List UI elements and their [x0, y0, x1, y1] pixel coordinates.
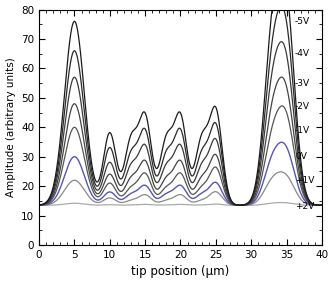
X-axis label: tip position (μm): tip position (μm)	[131, 266, 229, 278]
Text: -3V: -3V	[295, 79, 310, 88]
Text: +1V: +1V	[295, 176, 314, 185]
Text: +2V: +2V	[295, 202, 314, 211]
Text: -1V: -1V	[295, 126, 310, 135]
Text: -2V: -2V	[295, 102, 310, 111]
Text: -4V: -4V	[295, 49, 310, 58]
Y-axis label: Amplitude (arbitrary units): Amplitude (arbitrary units)	[6, 57, 16, 197]
Text: 0V: 0V	[295, 152, 307, 161]
Text: -5V: -5V	[295, 17, 310, 26]
